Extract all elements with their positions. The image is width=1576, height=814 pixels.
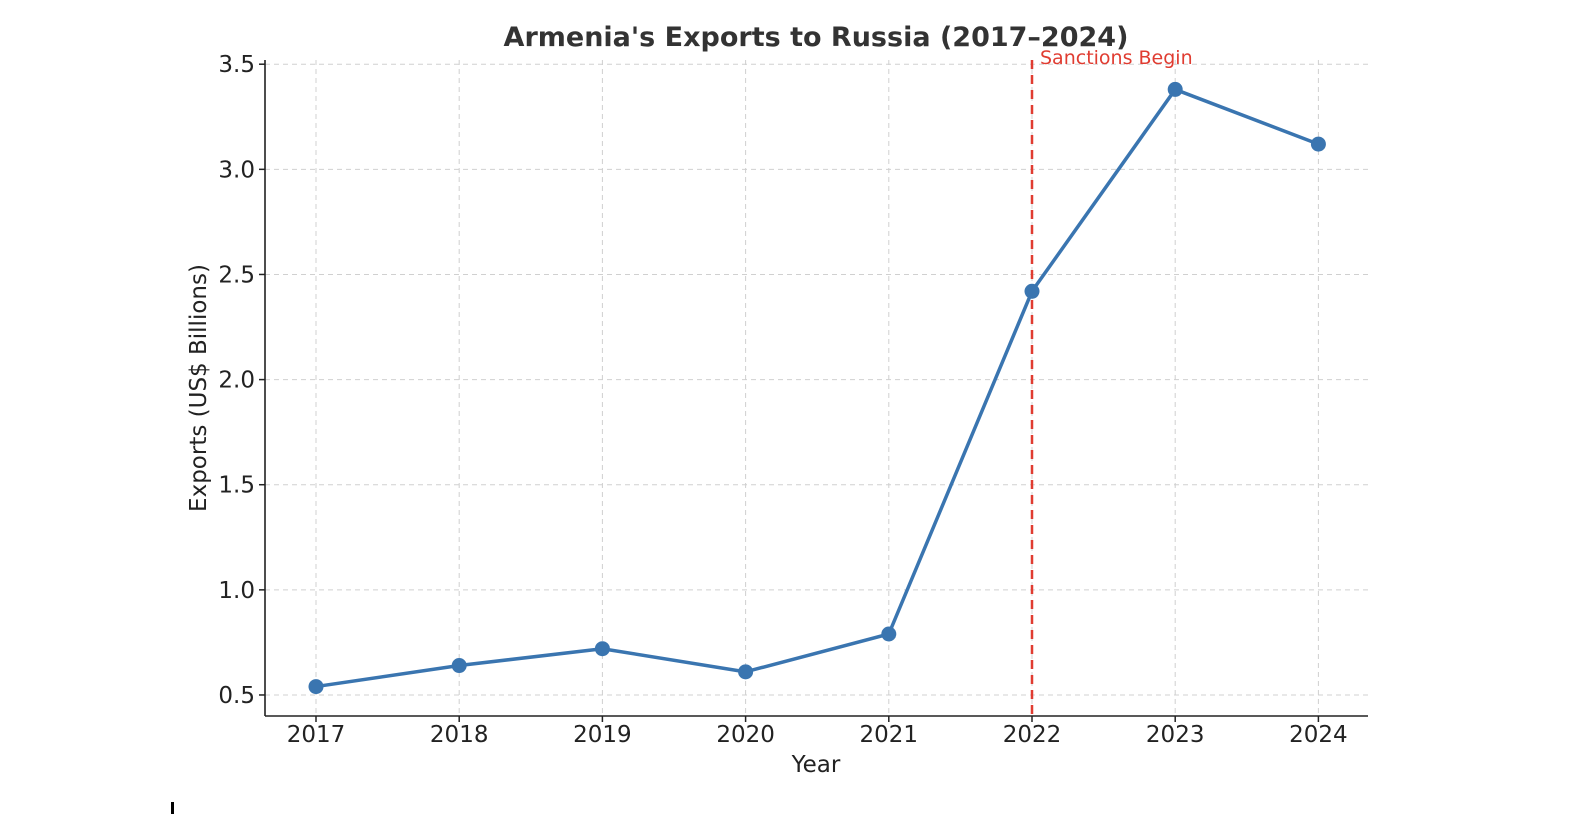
- tick-labels: 0.5 1.0 1.5 2.0 2.5 3.0 3.5 2017 2018 2019 2020 202…: [218, 52, 1347, 748]
- x-tick-label: 2024: [1289, 722, 1348, 748]
- grid-lines: [265, 60, 1368, 716]
- x-tick-label: 2022: [1003, 722, 1062, 748]
- data-point-2017: [308, 679, 324, 695]
- chart-title: Armenia's Exports to Russia (2017–2024): [504, 22, 1129, 53]
- x-tick-label: 2021: [860, 722, 919, 748]
- sanctions-label: Sanctions Begin: [1040, 47, 1193, 69]
- x-axis-label: Year: [791, 752, 841, 778]
- text-cursor-mark: [171, 802, 174, 814]
- y-tick-label: 2.0: [218, 368, 255, 394]
- data-point-2018: [451, 658, 467, 674]
- y-tick-label: 3.5: [218, 52, 255, 78]
- x-tick-label: 2018: [430, 722, 489, 748]
- x-tick-label: 2023: [1146, 722, 1205, 748]
- x-tick-label: 2019: [573, 722, 632, 748]
- y-tick-label: 2.5: [218, 262, 255, 288]
- data-point-2023: [1167, 81, 1183, 97]
- y-tick-label: 1.0: [218, 578, 255, 604]
- x-tick-label: 2017: [287, 722, 346, 748]
- x-tick-label: 2020: [716, 722, 775, 748]
- data-point-2020: [738, 664, 754, 680]
- data-point-2019: [594, 641, 610, 657]
- data-point-2021: [881, 626, 897, 642]
- series-line: [315, 87, 1320, 689]
- y-axis-label: Exports (US$ Billions): [186, 264, 212, 512]
- data-point-2024: [1310, 136, 1326, 152]
- y-tick-label: 3.0: [218, 157, 255, 183]
- data-series: [308, 81, 1326, 695]
- y-tick-label: 1.5: [218, 473, 255, 499]
- axes: [259, 60, 1368, 722]
- annotations: Sanctions Begin: [1030, 47, 1193, 716]
- y-tick-label: 0.5: [218, 683, 255, 709]
- data-point-2022: [1024, 283, 1040, 299]
